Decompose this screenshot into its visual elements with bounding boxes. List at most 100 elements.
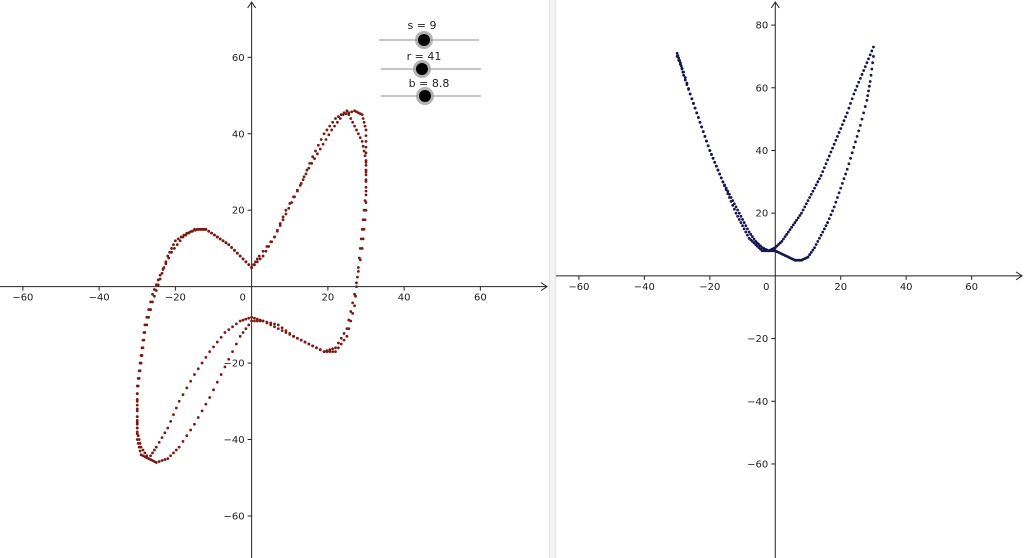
data-point [153, 448, 156, 452]
view-divider[interactable] [549, 0, 556, 558]
data-point [176, 237, 180, 241]
data-point [814, 243, 818, 246]
data-point [675, 51, 679, 55]
data-point [234, 342, 238, 346]
x-tick-label: −60 [12, 293, 33, 304]
data-point [827, 154, 831, 158]
data-point [739, 221, 743, 224]
data-point [138, 361, 142, 365]
data-point [231, 325, 234, 329]
data-point [135, 392, 139, 396]
graphics-view-1[interactable]: −60 −40 −20 0 20 40 60 −60 −40 −20 20 40 60 s = 9 r … [0, 0, 549, 558]
data-point [803, 205, 807, 209]
data-point [795, 218, 798, 222]
data-point [732, 207, 736, 211]
data-point [339, 336, 343, 340]
data-point [315, 346, 318, 350]
data-point [356, 275, 359, 279]
data-point [227, 357, 231, 361]
point-trace [675, 45, 875, 262]
data-point [218, 237, 222, 241]
data-point [189, 379, 193, 383]
data-point [145, 315, 149, 319]
data-point [867, 57, 870, 61]
data-point [870, 67, 874, 71]
data-point [172, 451, 175, 455]
data-point [193, 422, 196, 426]
data-point [719, 176, 723, 180]
data-point [868, 53, 872, 57]
data-point [744, 230, 748, 234]
data-point [142, 331, 146, 334]
data-point [723, 183, 726, 187]
data-point [247, 316, 251, 320]
data-point [806, 255, 810, 259]
data-point [177, 399, 181, 403]
data-point [273, 325, 276, 329]
data-point [350, 110, 354, 114]
data-point [358, 136, 362, 139]
data-point [800, 211, 803, 215]
data-point [135, 384, 139, 388]
data-point [219, 335, 223, 339]
graphics-view-2[interactable]: −60 −40 −20 0 20 40 60 −60 −40 −20 20 40 60 80 [556, 0, 1024, 558]
data-point [230, 246, 234, 249]
y-axis-arrow [770, 1, 780, 9]
slider-b[interactable]: b = 8.8 [381, 77, 481, 105]
slider-b-knob[interactable] [419, 90, 431, 102]
x-tick-label: −60 [568, 282, 589, 293]
data-point [744, 224, 748, 228]
data-point [705, 139, 708, 143]
lorenz-xz-plot[interactable]: −60 −40 −20 0 20 40 60 −60 −40 −20 20 40 60 s = 9 r … [0, 0, 549, 558]
data-point [135, 420, 139, 424]
data-point [255, 257, 259, 261]
x-tick-label: −40 [634, 282, 655, 293]
data-point [675, 55, 679, 58]
data-point [854, 88, 857, 92]
data-point [834, 138, 838, 142]
data-point [364, 161, 368, 164]
data-point [741, 218, 744, 221]
data-point [834, 200, 838, 204]
data-point [353, 304, 356, 308]
slider-s[interactable]: s = 9 [379, 19, 479, 49]
y-tick-label: 40 [232, 129, 245, 140]
data-point [293, 195, 296, 199]
data-point [215, 235, 219, 239]
data-point [193, 227, 196, 231]
data-point [783, 235, 787, 239]
data-point [280, 326, 284, 330]
data-point [303, 340, 307, 344]
data-point [241, 257, 245, 261]
data-point [836, 196, 839, 199]
data-point [701, 130, 705, 134]
data-point [135, 399, 139, 403]
data-point [364, 170, 368, 174]
data-point [290, 201, 294, 204]
data-point [233, 248, 236, 252]
data-point [364, 128, 368, 132]
data-point [349, 117, 353, 120]
data-point [809, 192, 813, 196]
data-point [785, 232, 789, 236]
data-point [234, 322, 238, 326]
slider-r-knob[interactable] [416, 63, 428, 75]
data-point [212, 345, 215, 349]
data-point [288, 333, 292, 336]
data-point [850, 97, 854, 101]
data-point [847, 106, 851, 110]
data-point [746, 227, 749, 231]
data-point [221, 239, 225, 243]
data-point [313, 157, 316, 161]
data-point [328, 124, 332, 128]
slider-r[interactable]: r = 41 [381, 50, 481, 78]
data-point [703, 134, 707, 138]
data-point [824, 224, 828, 228]
slider-s-knob[interactable] [418, 34, 430, 46]
lorenz-second-plot[interactable]: −60 −40 −20 0 20 40 60 −60 −40 −20 20 40 60 80 [556, 0, 1024, 558]
data-point [157, 440, 161, 444]
data-point [849, 102, 852, 105]
data-point [726, 189, 730, 193]
data-point [238, 254, 242, 258]
data-point [336, 115, 340, 118]
